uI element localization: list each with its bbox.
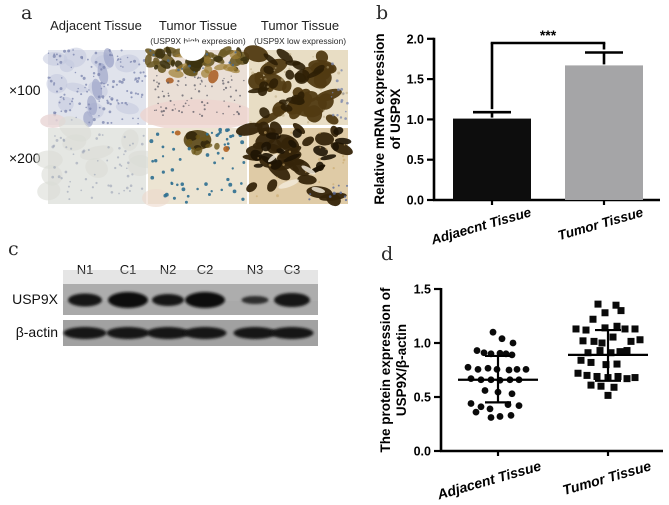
panel-label-d: d — [381, 243, 394, 265]
blot-row-label-usp9x: USP9X — [12, 291, 58, 307]
magnification-label-x200: ×200 — [9, 150, 41, 166]
svg-text:0.0: 0.0 — [407, 194, 424, 208]
svg-text:2.0: 2.0 — [407, 32, 424, 46]
svg-text:1.5: 1.5 — [407, 73, 424, 87]
column-header-tumor-low: Tumor Tissue — [260, 18, 340, 33]
column-header-adjacent-tissue: Adjacent Tissue — [50, 18, 142, 33]
blot-row-label-beta-actin: β-actin — [15, 324, 58, 340]
svg-text:1.5: 1.5 — [414, 283, 431, 297]
lane-label-n1: N1 — [76, 262, 94, 277]
western-blot-strip-usp9x — [63, 270, 318, 315]
magnification-label-x100: ×100 — [9, 82, 41, 98]
svg-text:USP9X/β-actin: USP9X/β-actin — [394, 324, 409, 416]
micrograph-adjacent-x100 — [40, 47, 147, 128]
lane-label-c2: C2 — [196, 262, 214, 277]
micrograph-adjacent-x200 — [34, 116, 164, 204]
svg-text:Relative mRNA expression: Relative mRNA expression — [372, 33, 387, 204]
micrograph-tumor-low-x100 — [243, 45, 349, 127]
svg-text:Adjacent Tissue: Adjacent Tissue — [434, 457, 543, 502]
svg-text:***: *** — [540, 27, 557, 43]
panel-label-c: c — [8, 238, 19, 260]
panel-label-a: a — [21, 2, 33, 24]
micrograph-tumor-low-x200 — [235, 121, 353, 207]
column-subtitle-usp9x-low: (USP9X low expression) — [253, 36, 347, 46]
lane-label-c3: C3 — [283, 262, 301, 277]
svg-text:of USP9X: of USP9X — [388, 89, 403, 150]
micrograph-tumor-high-x200 — [142, 127, 247, 207]
column-subtitle-usp9x-high: (USP9X high expression) — [150, 36, 246, 46]
lane-label-n2: N2 — [159, 262, 177, 277]
western-blot-strip-beta-actin — [63, 320, 318, 346]
svg-text:0.0: 0.0 — [414, 445, 431, 459]
svg-text:1.0: 1.0 — [407, 113, 424, 127]
svg-text:Tumor Tissue: Tumor Tissue — [561, 457, 653, 498]
micrograph-tumor-high-x100 — [140, 41, 255, 131]
svg-text:0.5: 0.5 — [407, 153, 424, 167]
lane-label-c1: C1 — [119, 262, 137, 277]
lane-label-n3: N3 — [246, 262, 264, 277]
panel-label-b: b — [376, 2, 389, 24]
svg-text:1.0: 1.0 — [414, 337, 431, 351]
svg-text:Tumor Tissue: Tumor Tissue — [556, 204, 645, 243]
svg-text:The protein expression of: The protein expression of — [378, 287, 393, 453]
svg-text:0.5: 0.5 — [414, 391, 431, 405]
column-header-tumor-high: Tumor Tissue — [158, 18, 238, 33]
scatter-plot-usp9x-protein: 0.0 0.5 1.0 1.5 Adjacent Tissue Tumor Tissue T… — [378, 283, 663, 503]
